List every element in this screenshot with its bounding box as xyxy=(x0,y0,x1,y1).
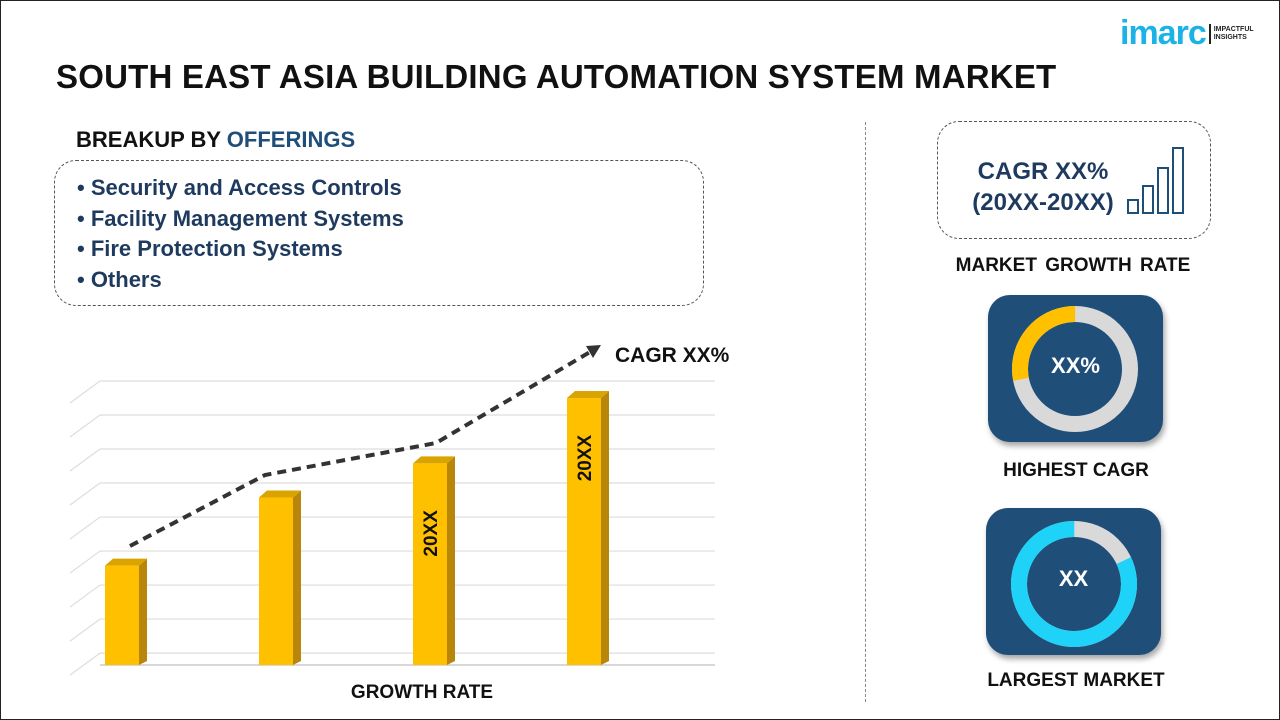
cagr-value: CAGR XX% xyxy=(977,158,1109,185)
gridline-perspective xyxy=(69,652,101,676)
gridline-perspective xyxy=(69,482,101,506)
gridline-perspective xyxy=(69,414,101,438)
bar xyxy=(567,398,601,665)
imarc-logo: imarc IMPACTFUL INSIGHTS xyxy=(1120,14,1254,53)
cagr-text: CAGR XX% (20XX-20XX) xyxy=(954,156,1132,218)
bar-top xyxy=(413,456,455,464)
page-title: SOUTH EAST ASIA BUILDING AUTOMATION SYST… xyxy=(56,58,1057,95)
gridline-perspective xyxy=(69,380,101,404)
breakup-heading: BREAKUP BY OFFERINGS xyxy=(76,127,355,153)
bar-top xyxy=(259,490,301,498)
donut-chart xyxy=(1012,306,1138,432)
highest-cagr-label: HIGHEST CAGR xyxy=(1003,460,1149,481)
logo-tagline: IMPACTFUL INSIGHTS xyxy=(1213,25,1254,41)
highest-cagr-value: XX% xyxy=(1051,353,1100,378)
breakup-prefix: BREAKUP BY xyxy=(76,127,221,152)
gridline-perspective xyxy=(69,516,101,540)
bar-side xyxy=(447,456,455,665)
bar xyxy=(413,463,447,665)
list-item: • Others xyxy=(77,266,162,292)
largest-market-card: XX xyxy=(986,508,1161,655)
bar-side xyxy=(139,558,147,665)
bar-side xyxy=(293,490,301,665)
cagr-box: CAGR XX% (20XX-20XX) xyxy=(937,121,1211,239)
bar-side xyxy=(601,391,609,665)
donut-fill xyxy=(1011,521,1137,647)
divider xyxy=(865,122,866,702)
gridline-perspective xyxy=(69,550,101,574)
gridline-perspective xyxy=(69,584,101,608)
market-growth-rate-label: MARKET GROWTH RATE xyxy=(955,255,1191,276)
gridline-perspective xyxy=(69,618,101,642)
breakup-highlight: OFFERINGS xyxy=(226,127,356,152)
trend-label: CAGR XX% xyxy=(615,344,730,367)
trend-arrow-icon xyxy=(586,345,601,358)
list-item: • Security and Access Controls xyxy=(77,175,402,200)
bar-label: 20XX xyxy=(421,510,442,557)
growth-bar-chart: 20XX 20XX CAGR XX% GROWTH RATE xyxy=(69,344,730,703)
bar xyxy=(259,497,293,665)
bar-top xyxy=(105,558,147,566)
bar-top xyxy=(567,391,609,399)
trend-line xyxy=(129,350,592,548)
bar xyxy=(105,565,139,665)
list-item: • Facility Management Systems xyxy=(77,205,404,231)
highest-cagr-card: XX% xyxy=(988,295,1163,442)
bar-chart-icon xyxy=(1127,147,1184,214)
logo-word: imarc xyxy=(1120,14,1207,52)
offerings-list-box: • Security and Access Controls • Facilit… xyxy=(54,160,704,306)
logo-divider xyxy=(1208,23,1211,44)
gridline-perspective xyxy=(69,448,101,472)
largest-market-label: LARGEST MARKET xyxy=(987,670,1165,691)
cagr-period: (20XX-20XX) xyxy=(972,189,1114,216)
donut-chart xyxy=(1011,521,1137,647)
donut-fill xyxy=(1012,306,1138,432)
largest-market-value: XX xyxy=(1058,566,1089,591)
list-item: • Fire Protection Systems xyxy=(77,236,343,261)
x-axis-label: GROWTH RATE xyxy=(351,682,493,703)
bar-label: 20XX xyxy=(575,434,596,481)
